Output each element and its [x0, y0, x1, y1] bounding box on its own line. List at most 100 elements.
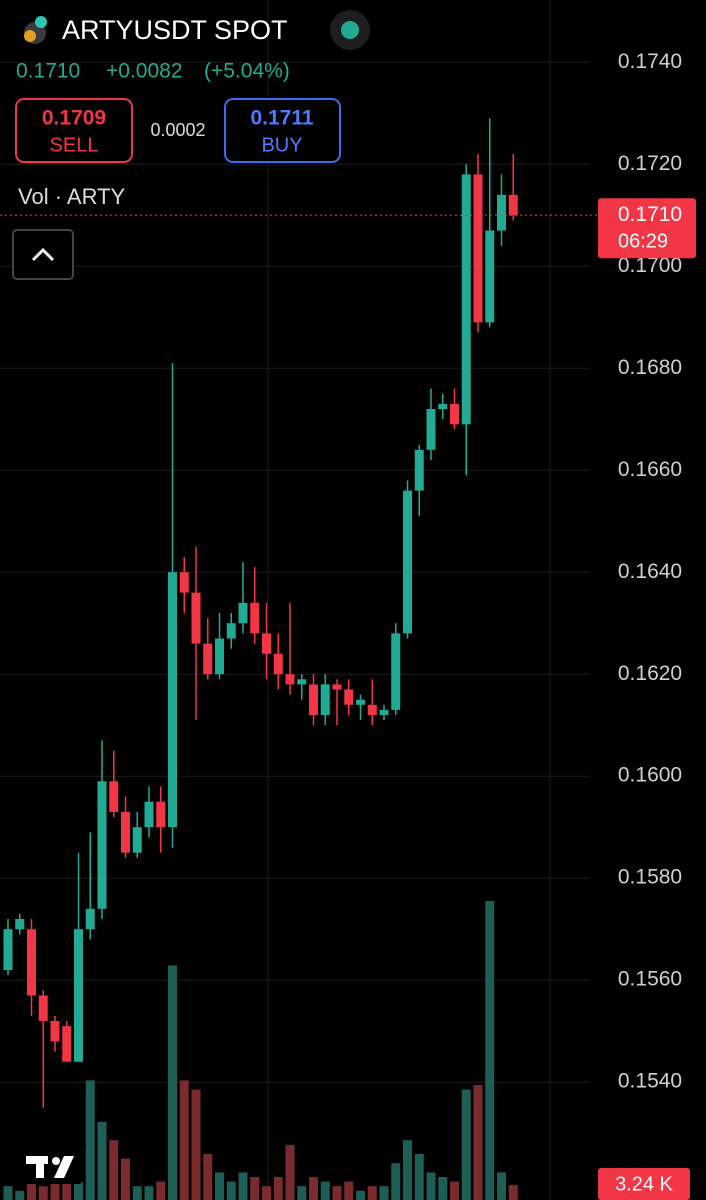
- volume-pane: [3, 901, 518, 1200]
- volume-bar: [508, 1185, 518, 1200]
- volume-bar: [356, 1190, 365, 1200]
- volume-bar: [344, 1181, 354, 1200]
- y-tick-label: 0.1620: [618, 662, 682, 685]
- volume-bar: [238, 1172, 248, 1200]
- logo-part: [36, 1156, 44, 1178]
- candle-body: [426, 409, 436, 450]
- last-price-tag: [598, 198, 696, 259]
- volume-bar: [132, 1186, 142, 1200]
- volume-bar: [414, 1154, 424, 1200]
- candle-body: [438, 403, 448, 410]
- candle-body: [215, 638, 224, 675]
- candle-body: [414, 449, 424, 491]
- candle-body: [179, 572, 189, 593]
- candle-body: [250, 602, 260, 634]
- countdown-label: 06:29: [618, 230, 668, 252]
- y-tick-label: 0.1600: [618, 764, 682, 787]
- volume-bar: [15, 1190, 25, 1200]
- y-tick-label: 0.1660: [618, 458, 682, 481]
- buy-button[interactable]: [224, 98, 341, 163]
- y-tick-label: 0.1700: [618, 254, 682, 277]
- y-tick-label: 0.1720: [618, 152, 682, 175]
- candle-body: [497, 194, 506, 231]
- candle-body: [356, 699, 365, 705]
- volume-bar: [191, 1089, 201, 1200]
- logo-part: [54, 1156, 74, 1178]
- volume-bar: [426, 1172, 436, 1200]
- volume-bar: [450, 1181, 459, 1200]
- volume-bar: [285, 1144, 295, 1200]
- volume-bar: [144, 1186, 154, 1200]
- volume-bar: [121, 1158, 130, 1200]
- volume-bar: [403, 1140, 412, 1200]
- candle-body: [226, 623, 236, 639]
- volume-bar: [156, 1181, 166, 1200]
- candle-body: [156, 801, 166, 828]
- volume-bar: [497, 1172, 506, 1200]
- volume-bar: [367, 1186, 377, 1200]
- price-change-percent: (+5.04%): [204, 60, 290, 83]
- tradingview-logo: [22, 1148, 84, 1184]
- volume-bar: [226, 1181, 236, 1200]
- candle-body: [144, 801, 154, 828]
- volume-bar: [50, 1172, 60, 1200]
- y-tick-label: 0.1560: [618, 968, 682, 991]
- volume-bar: [461, 1089, 471, 1200]
- candle-body: [508, 194, 518, 216]
- candle-body: [367, 704, 377, 716]
- volume-bar: [485, 901, 495, 1200]
- candle-body: [344, 689, 354, 705]
- volume-bar: [391, 1163, 401, 1200]
- volume-bar: [250, 1177, 260, 1200]
- logo-part: [52, 1157, 60, 1165]
- volume-bar: [273, 1177, 283, 1200]
- candle-body: [391, 633, 401, 710]
- volume-bar: [262, 1186, 271, 1200]
- candle-body: [121, 811, 130, 853]
- symbol-title: ARTYUSDT SPOT: [62, 15, 288, 45]
- candle-body: [297, 679, 307, 685]
- volume-bar: [109, 1140, 119, 1200]
- candle-body: [238, 602, 248, 624]
- candle-body: [273, 653, 283, 675]
- logo-bg: [22, 1148, 84, 1184]
- volume-bar: [473, 1085, 483, 1200]
- candle-body: [450, 403, 459, 425]
- collapse-button[interactable]: [12, 229, 74, 280]
- volume-bar: [3, 1186, 13, 1200]
- candle-body: [309, 684, 318, 716]
- volume-legend: Vol · ARTY: [18, 184, 126, 209]
- volume-bar: [379, 1186, 389, 1200]
- volume-bar: [320, 1181, 330, 1200]
- candle-body: [38, 995, 48, 1021]
- candle-body: [332, 684, 342, 690]
- candle-body: [403, 490, 412, 634]
- price-axis: 0.1740 0.1720 0.1700 0.1680 0.1660 0.1640 0.16…: [0, 50, 696, 1200]
- candle-body: [203, 643, 213, 675]
- y-tick-label: 0.1540: [618, 1070, 682, 1093]
- chevron-icon: [31, 247, 55, 262]
- sell-button[interactable]: [15, 98, 133, 163]
- volume-bar: [38, 1186, 48, 1200]
- coin-logo: [24, 30, 36, 42]
- volume-bar: [215, 1172, 224, 1200]
- candle-body: [15, 918, 25, 930]
- candle-body: [62, 1026, 72, 1062]
- y-tick-label: 0.1680: [618, 356, 682, 379]
- candle-body: [168, 572, 177, 828]
- y-tick-label: 0.1640: [618, 560, 682, 583]
- candles: [3, 118, 518, 1108]
- last-price: 0.1710: [16, 60, 80, 83]
- candle-body: [132, 827, 142, 853]
- volume-bar: [62, 1181, 72, 1200]
- sell-label: SELL: [50, 134, 99, 156]
- volume-bar: [85, 1080, 95, 1200]
- candle-body: [27, 929, 36, 996]
- y-tick-label: 0.1740: [618, 50, 682, 73]
- status-dot: [341, 21, 359, 39]
- volume-bar: [168, 965, 177, 1200]
- candle-body: [461, 174, 471, 425]
